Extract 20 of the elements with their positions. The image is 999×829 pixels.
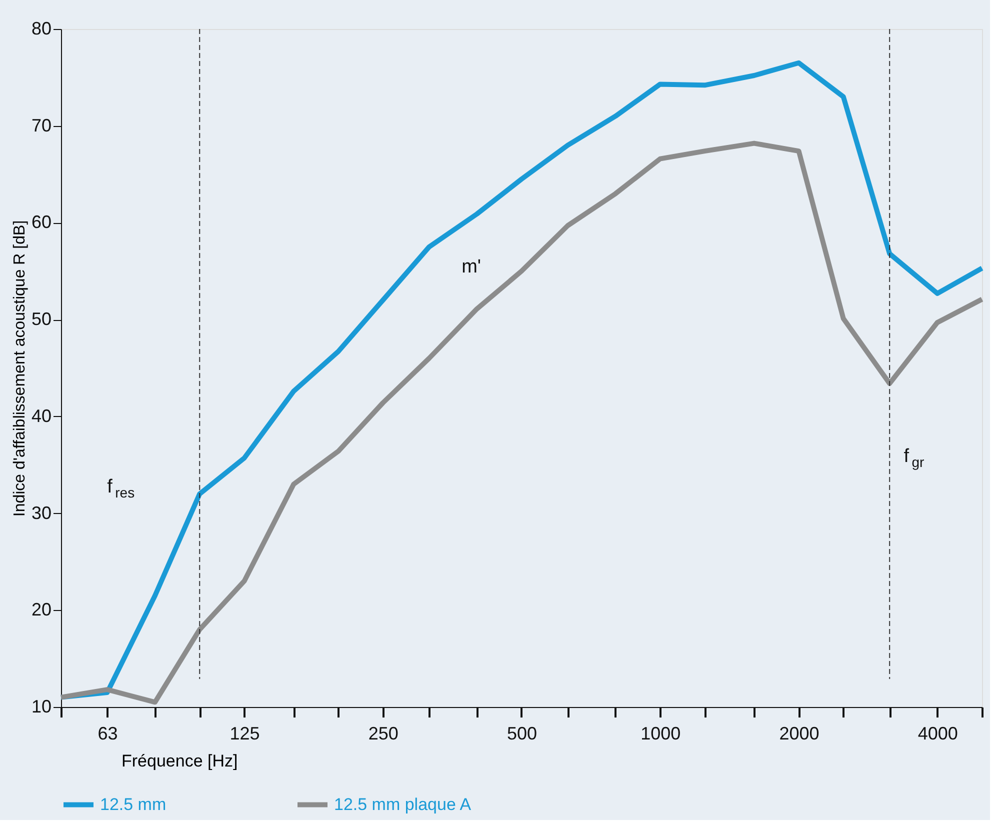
annotation: m' — [462, 256, 482, 278]
x-tick-label: 250 — [368, 724, 398, 744]
y-tick-label: 10 — [31, 696, 52, 716]
y-axis-title: Indice d'affaiblissement acoustique R [dB] — [11, 220, 28, 517]
y-tick-label: 60 — [31, 212, 52, 232]
x-tick-label: 4000 — [918, 724, 958, 744]
y-tick-label: 50 — [31, 309, 52, 330]
x-tick-label: 1000 — [640, 724, 681, 744]
y-tick-label: 80 — [31, 18, 52, 38]
legend-label: 12.5 mm plaque A — [334, 794, 472, 814]
y-tick-label: 20 — [31, 600, 52, 620]
x-tick-label: 500 — [506, 724, 538, 744]
x-tick-label: 63 — [98, 724, 118, 744]
x-tick-label: 2000 — [779, 724, 820, 744]
y-tick-label: 30 — [31, 502, 52, 523]
y-tick-label: 70 — [31, 115, 52, 136]
y-tick-label: 40 — [31, 406, 52, 426]
legend-label: 12.5 mm — [100, 794, 166, 814]
x-axis-title: Fréquence [Hz] — [122, 752, 238, 770]
x-tick-label: 125 — [230, 724, 260, 744]
